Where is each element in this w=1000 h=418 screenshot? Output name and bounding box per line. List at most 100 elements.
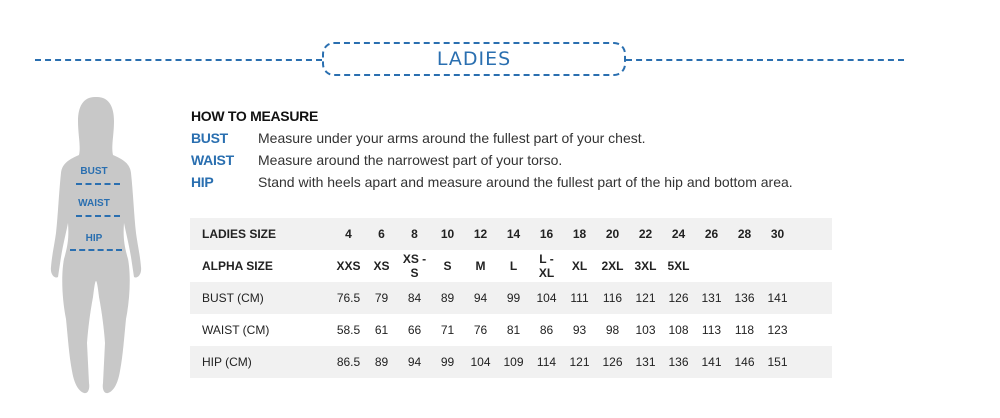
- table-pad: [794, 346, 832, 378]
- table-cell: [761, 250, 794, 282]
- table-cell: XL: [571, 259, 588, 273]
- table-cell: 116: [602, 291, 623, 305]
- size-chart-table: LADIES SIZE 4 6 8 10 12 14 16 18 20 22 24 26 28 30 ALPH…: [190, 218, 832, 378]
- table-cell: 104: [536, 291, 557, 305]
- table-cell: 111: [570, 291, 589, 305]
- table-cell: 71: [440, 323, 455, 337]
- table-cell: 2XL: [601, 259, 624, 273]
- table-cell: 141: [701, 355, 722, 369]
- table-pad: [794, 314, 832, 346]
- table-cell: XXS: [336, 259, 361, 273]
- table-cell: XS: [373, 259, 390, 273]
- measure-row-waist: WAIST Measure around the narrowest part o…: [191, 152, 562, 168]
- measure-text: Stand with heels apart and measure aroun…: [258, 174, 793, 190]
- table-cell: M: [475, 259, 486, 273]
- table-cell: 10: [440, 227, 455, 241]
- table-cell: 141: [767, 291, 788, 305]
- table-cell: 98: [605, 323, 620, 337]
- table-cell: 6: [378, 227, 385, 241]
- table-pad: [794, 282, 832, 314]
- table-cell: 24: [671, 227, 686, 241]
- table-cell: 126: [602, 355, 623, 369]
- table-cell: 16: [539, 227, 554, 241]
- table-cell: 89: [374, 355, 389, 369]
- table-cell: 8: [411, 227, 418, 241]
- table-cell: 76.5: [336, 291, 361, 305]
- table-row: LADIES SIZE 4 6 8 10 12 14 16 18 20 22 24 26 28 30: [190, 218, 832, 250]
- table-cell: 151: [767, 355, 788, 369]
- table-cell: 4: [345, 227, 352, 241]
- table-cell: S: [443, 259, 452, 273]
- table-cell: 99: [440, 355, 455, 369]
- table-cell: [728, 250, 761, 282]
- body-silhouette-figure: BUST WAIST HIP: [40, 95, 150, 405]
- bust-line: [76, 183, 120, 185]
- table-cell: 61: [374, 323, 389, 337]
- table-cell: 84: [407, 291, 422, 305]
- table-cell: 108: [668, 323, 689, 337]
- table-cell: 99: [506, 291, 521, 305]
- row-label: ALPHA SIZE: [202, 259, 273, 273]
- figure-label-hip: HIP: [85, 233, 103, 244]
- table-cell: 123: [767, 323, 788, 337]
- table-row: BUST (CM) 76.5 79 84 89 94 99 104 111 116 121 126 13…: [190, 282, 832, 314]
- measure-key: BUST: [191, 130, 228, 146]
- table-cell: 121: [569, 355, 590, 369]
- table-cell: 146: [734, 355, 755, 369]
- measure-row-hip: HIP Stand with heels apart and measure ar…: [191, 174, 793, 190]
- table-cell: 18: [572, 227, 587, 241]
- table-cell: 14: [506, 227, 521, 241]
- section-title: LADIES: [322, 42, 626, 76]
- section-title-text: LADIES: [436, 48, 512, 70]
- how-to-measure-heading: HOW TO MEASURE: [191, 108, 318, 124]
- table-cell: 136: [668, 355, 689, 369]
- table-cell: 121: [635, 291, 656, 305]
- table-cell: 131: [701, 291, 722, 305]
- table-cell: 26: [704, 227, 719, 241]
- table-row: HIP (CM) 86.5 89 94 99 104 109 114 121 126 131 136 1…: [190, 346, 832, 378]
- table-cell: 94: [473, 291, 488, 305]
- measure-text: Measure under your arms around the fulle…: [258, 130, 646, 146]
- table-cell: 28: [737, 227, 752, 241]
- table-cell: 86.5: [336, 355, 361, 369]
- table-cell: 89: [440, 291, 455, 305]
- row-label: WAIST (CM): [202, 323, 270, 337]
- waist-line: [76, 215, 120, 217]
- figure-label-bust: BUST: [80, 166, 108, 177]
- table-row: ALPHA SIZE XXS XS XS - S S M L L - XL XL 2XL 3XL 5X…: [190, 250, 832, 282]
- table-cell: 118: [734, 323, 755, 337]
- measure-row-bust: BUST Measure under your arms around the f…: [191, 130, 646, 146]
- measure-key: HIP: [191, 174, 214, 190]
- hip-line: [70, 249, 122, 251]
- figure-label-waist: WAIST: [78, 198, 110, 209]
- table-cell: 20: [605, 227, 620, 241]
- table-cell: 76: [473, 323, 488, 337]
- divider-left: [35, 59, 322, 61]
- measure-key: WAIST: [191, 152, 234, 168]
- table-cell: 109: [503, 355, 524, 369]
- table-cell: 3XL: [634, 259, 657, 273]
- row-label: HIP (CM): [202, 355, 252, 369]
- table-cell: XS - S: [402, 252, 427, 280]
- table-cell: L - XL: [538, 252, 555, 280]
- table-cell: 12: [473, 227, 488, 241]
- table-cell: 22: [638, 227, 653, 241]
- row-label: LADIES SIZE: [202, 227, 277, 241]
- table-cell: 79: [374, 291, 389, 305]
- table-cell: 103: [635, 323, 656, 337]
- row-label: BUST (CM): [202, 291, 264, 305]
- table-cell: 58.5: [336, 323, 361, 337]
- table-cell: 66: [407, 323, 422, 337]
- table-cell: 5XL: [667, 259, 690, 273]
- table-cell: [695, 250, 728, 282]
- table-cell: 93: [572, 323, 587, 337]
- table-cell: 136: [734, 291, 755, 305]
- table-cell: 86: [539, 323, 554, 337]
- table-pad: [794, 218, 832, 250]
- table-cell: 131: [635, 355, 656, 369]
- measure-text: Measure around the narrowest part of you…: [258, 152, 563, 168]
- table-cell: 30: [770, 227, 785, 241]
- table-cell: 104: [470, 355, 491, 369]
- table-row: WAIST (CM) 58.5 61 66 71 76 81 86 93 98 103 108 113 1…: [190, 314, 832, 346]
- table-pad: [794, 250, 832, 282]
